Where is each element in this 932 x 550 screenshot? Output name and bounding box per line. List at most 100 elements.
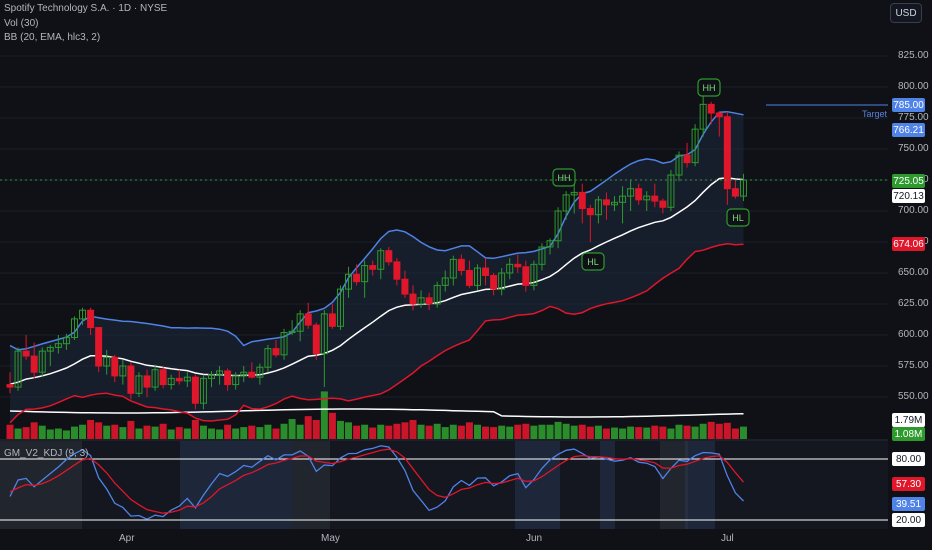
candle-body: [473, 267, 481, 286]
price-axis-tick: 575.00: [898, 360, 929, 371]
volume-bar: [635, 427, 643, 439]
volume-bar: [465, 422, 473, 439]
currency-button[interactable]: USD: [890, 3, 922, 23]
month-label-apr: Apr: [119, 533, 135, 544]
candle-body: [490, 274, 498, 290]
volume-bar: [586, 426, 594, 439]
candle-body: [159, 369, 167, 386]
candle-body: [602, 199, 610, 206]
bb-basis-tag: 720.13: [892, 189, 925, 203]
candle-body: [643, 195, 651, 201]
volume-ma-tag: 1.79M: [892, 413, 925, 427]
volume-bar: [87, 419, 95, 439]
volume-bar: [538, 424, 546, 439]
candle-body: [87, 309, 95, 329]
volume-bar: [457, 425, 465, 439]
candle-body: [361, 265, 369, 283]
volume-bar: [417, 424, 425, 439]
volume-bar: [659, 426, 667, 439]
candle-body: [62, 336, 70, 345]
volume-bar: [345, 422, 353, 439]
candle-body: [127, 365, 135, 394]
price-axis-tick: 625.00: [898, 298, 929, 309]
candle-body: [296, 313, 304, 332]
bb-lower-line: [9, 242, 744, 424]
candle-body: [119, 365, 127, 377]
annotation-box: [581, 252, 605, 271]
candle-body: [562, 194, 570, 212]
candle-body: [304, 313, 312, 326]
candle-body: [465, 270, 473, 286]
volume-bar: [167, 429, 175, 439]
annotation-box: [726, 208, 750, 227]
oscillator-zone: [660, 441, 688, 529]
candle-body: [611, 201, 618, 206]
oscillator-k-line: [9, 445, 744, 520]
volume-bar: [602, 428, 610, 439]
oscillator-legend[interactable]: GM_V2_KDJ (9, 3): [4, 448, 89, 459]
volume-bar: [490, 427, 498, 439]
candle-body: [30, 355, 38, 373]
candle-body: [232, 375, 240, 386]
price-axis-tick: 800.00: [898, 81, 929, 92]
candle-body: [723, 116, 731, 190]
volume-legend[interactable]: Vol (30): [4, 18, 39, 29]
annotation-label: HL: [732, 213, 744, 223]
bb-lower-tag: 674.06: [892, 237, 925, 251]
candle-body: [627, 188, 635, 197]
oscillator-zone: [292, 441, 330, 529]
volume-tag: 1.08M: [892, 427, 925, 441]
candle-body: [457, 258, 465, 272]
candle-body: [739, 179, 747, 197]
volume-bar: [667, 428, 675, 439]
price-axis-tick: 650.00: [898, 267, 929, 278]
candle-body: [151, 369, 159, 388]
candle-body: [538, 246, 546, 265]
volume-bar: [248, 425, 256, 439]
candle-body: [699, 103, 707, 130]
volume-bar: [651, 425, 659, 439]
candle-body: [288, 330, 296, 334]
volume-bar: [723, 422, 731, 439]
volume-bar: [304, 416, 312, 439]
candle-body: [667, 174, 675, 208]
volume-bar: [159, 423, 167, 439]
candle-body: [312, 324, 320, 355]
candle-body: [635, 188, 643, 201]
volume-bar: [361, 424, 369, 439]
candle-body: [6, 384, 14, 388]
oscillator-d-tag: 57.30: [892, 477, 925, 491]
candle-body: [554, 210, 562, 242]
volume-bar: [425, 425, 433, 439]
volume-bar: [62, 430, 70, 439]
candle-body: [22, 350, 30, 357]
volume-bar: [385, 425, 393, 439]
volume-bar: [151, 426, 159, 439]
volume-bar: [30, 422, 38, 439]
candle-body: [336, 288, 344, 327]
volume-bar: [46, 429, 54, 439]
volume-bar: [296, 424, 304, 439]
last-price-tag: 725.05: [892, 174, 925, 188]
volume-bar: [336, 420, 344, 439]
candle-body: [369, 265, 377, 270]
bb-upper-tag: 766.21: [892, 123, 925, 137]
volume-bar: [377, 424, 385, 439]
bb-upper-line: [9, 110, 744, 351]
candle-body: [675, 154, 683, 176]
volume-bar: [643, 427, 651, 439]
bollinger-legend[interactable]: BB (20, EMA, hlc3, 2): [4, 32, 101, 43]
volume-bar: [393, 423, 401, 439]
candle-body: [167, 377, 175, 386]
volume-bar: [594, 425, 602, 439]
candle-body: [715, 112, 723, 118]
volume-bar: [79, 424, 87, 439]
volume-bar: [191, 419, 199, 439]
candle-body: [95, 327, 103, 367]
volume-bar: [135, 428, 143, 439]
oscillator-zone: [685, 441, 715, 529]
oscillator-zone: [515, 441, 560, 529]
volume-bar: [208, 428, 215, 439]
price-axis-tick: 550.00: [898, 391, 929, 402]
